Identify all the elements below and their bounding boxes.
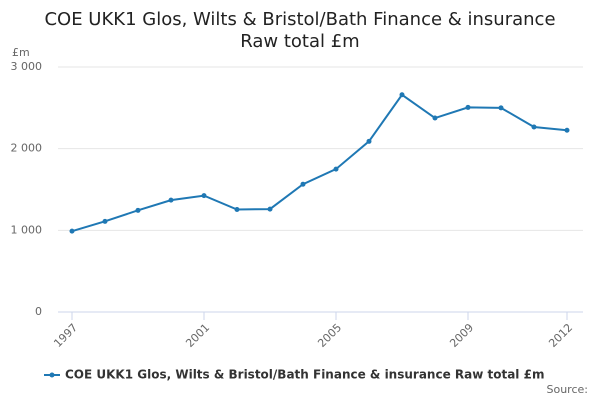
chart-title: COE UKK1 Glos, Wilts & Bristol/Bath Fina…	[44, 9, 555, 30]
point	[432, 115, 438, 121]
point	[168, 197, 174, 203]
point	[465, 104, 471, 110]
x-tick-label: 2005	[315, 321, 344, 350]
point	[366, 138, 372, 144]
point	[267, 206, 273, 212]
point	[498, 105, 504, 111]
chart-title: Raw total £m	[240, 31, 359, 52]
point	[234, 207, 240, 213]
y-tick-label: 2 000	[11, 142, 43, 155]
point	[564, 127, 570, 133]
x-tick-label: 2009	[447, 321, 476, 350]
point	[300, 181, 306, 187]
x-tick-label: 2001	[183, 321, 212, 350]
point	[102, 218, 108, 224]
legend-label: COE UKK1 Glos, Wilts & Bristol/Bath Fina…	[65, 368, 544, 382]
y-tick-label: 1 000	[11, 223, 43, 236]
point	[135, 207, 141, 213]
legend-marker	[49, 372, 55, 378]
source: Source:	[547, 383, 589, 396]
x-tick-label: 1997	[51, 321, 80, 350]
point	[399, 92, 405, 98]
point	[333, 166, 339, 172]
y-tick-label: 3 000	[11, 60, 43, 73]
point	[69, 228, 75, 234]
y-tick-label: 0	[35, 305, 42, 318]
y-axis-label: £m	[12, 46, 30, 59]
x-tick-label: 2012	[546, 321, 575, 350]
line	[71, 93, 568, 233]
point	[201, 193, 207, 199]
point	[531, 124, 537, 130]
